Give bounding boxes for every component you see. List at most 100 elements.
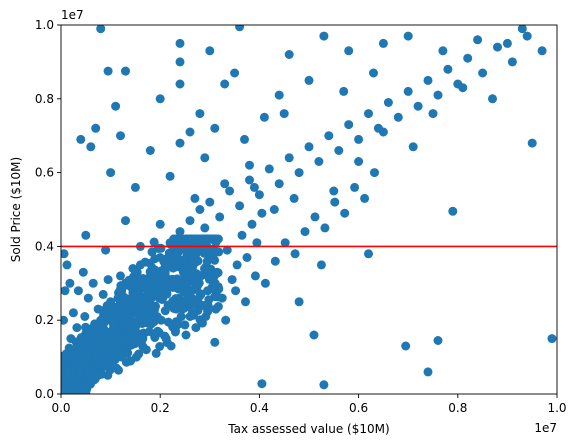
data-point bbox=[222, 245, 232, 255]
data-point-dense bbox=[180, 320, 190, 330]
data-point bbox=[96, 25, 106, 34]
data-point bbox=[319, 31, 329, 41]
data-point-dense bbox=[168, 263, 178, 273]
data-point bbox=[360, 193, 370, 203]
data-point bbox=[284, 153, 294, 163]
data-point bbox=[175, 79, 185, 89]
data-point bbox=[428, 109, 438, 119]
data-point bbox=[185, 127, 195, 137]
data-point-dense bbox=[149, 237, 159, 247]
data-point-dense bbox=[105, 365, 115, 374]
data-point bbox=[324, 131, 334, 141]
data-point bbox=[260, 278, 270, 288]
data-point bbox=[165, 171, 175, 181]
data-point-dense bbox=[188, 251, 197, 261]
data-point bbox=[463, 53, 473, 63]
data-point bbox=[284, 50, 294, 59]
data-point bbox=[413, 101, 423, 111]
data-point-dense bbox=[187, 268, 197, 277]
data-point bbox=[82, 352, 92, 362]
data-point bbox=[254, 190, 264, 200]
data-point bbox=[155, 94, 165, 104]
data-point bbox=[135, 260, 145, 270]
y-axis-label: Sold Price ($10M) bbox=[9, 157, 23, 262]
data-point bbox=[72, 323, 82, 333]
data-point bbox=[92, 341, 102, 351]
data-point bbox=[274, 90, 284, 100]
data-point bbox=[217, 293, 227, 303]
x-tick-label: 0.4 bbox=[250, 401, 269, 415]
data-point bbox=[75, 367, 85, 377]
data-point bbox=[280, 238, 290, 248]
data-point bbox=[122, 345, 131, 355]
data-point bbox=[183, 289, 192, 299]
data-point bbox=[136, 300, 146, 310]
data-point bbox=[165, 238, 175, 248]
data-point bbox=[488, 94, 497, 104]
data-point bbox=[290, 249, 300, 259]
data-point bbox=[153, 326, 163, 336]
data-point-dense bbox=[193, 256, 203, 266]
y-tick-label: 1.0 bbox=[35, 18, 54, 32]
data-point bbox=[101, 245, 111, 255]
data-point-dense bbox=[94, 370, 104, 380]
data-point bbox=[61, 286, 70, 296]
x-tick-label: 0.6 bbox=[349, 401, 368, 415]
data-point bbox=[111, 101, 121, 111]
data-point bbox=[270, 256, 280, 266]
data-point-dense bbox=[174, 284, 183, 294]
data-point bbox=[100, 348, 110, 358]
data-point bbox=[150, 282, 160, 292]
data-point bbox=[354, 157, 364, 166]
data-point bbox=[166, 341, 176, 351]
data-point bbox=[211, 304, 221, 314]
data-point bbox=[240, 134, 249, 144]
data-point bbox=[93, 304, 103, 314]
data-point bbox=[91, 123, 101, 133]
data-point bbox=[171, 304, 181, 314]
data-point bbox=[502, 38, 512, 48]
data-point bbox=[344, 46, 354, 56]
data-point bbox=[133, 315, 143, 325]
data-point bbox=[168, 297, 178, 307]
data-point-dense bbox=[204, 295, 214, 305]
data-point bbox=[205, 197, 215, 207]
data-point bbox=[190, 193, 200, 203]
data-point bbox=[225, 186, 235, 196]
data-point bbox=[103, 275, 113, 285]
data-point bbox=[192, 275, 202, 285]
data-point bbox=[320, 223, 330, 233]
data-point bbox=[130, 289, 140, 299]
data-point bbox=[76, 134, 86, 144]
data-point bbox=[340, 208, 350, 218]
y-axis-offset-label: 1e7 bbox=[61, 8, 84, 22]
data-point bbox=[202, 256, 212, 266]
data-point bbox=[181, 330, 191, 340]
data-point-dense bbox=[200, 264, 209, 274]
data-point bbox=[105, 337, 115, 347]
data-point-dense bbox=[177, 304, 187, 314]
data-point bbox=[141, 345, 151, 355]
data-point bbox=[369, 68, 378, 78]
data-point bbox=[274, 179, 284, 189]
x-tick-label: 1.0 bbox=[547, 401, 566, 415]
x-tick-label: 0.0 bbox=[51, 401, 70, 415]
data-point bbox=[178, 264, 187, 273]
data-point bbox=[210, 123, 220, 133]
data-point bbox=[309, 330, 319, 340]
data-point bbox=[68, 308, 78, 318]
data-point bbox=[121, 216, 130, 226]
data-point bbox=[250, 271, 260, 281]
data-point bbox=[155, 253, 165, 262]
data-point bbox=[242, 253, 252, 262]
data-point bbox=[438, 46, 448, 56]
data-point bbox=[170, 256, 180, 266]
data-point-dense bbox=[213, 234, 223, 244]
data-point bbox=[102, 308, 112, 318]
data-point bbox=[158, 293, 168, 303]
data-point bbox=[63, 367, 73, 377]
data-point bbox=[334, 146, 344, 155]
data-point bbox=[304, 75, 314, 85]
axes-frame bbox=[60, 24, 558, 395]
data-point bbox=[62, 260, 72, 270]
